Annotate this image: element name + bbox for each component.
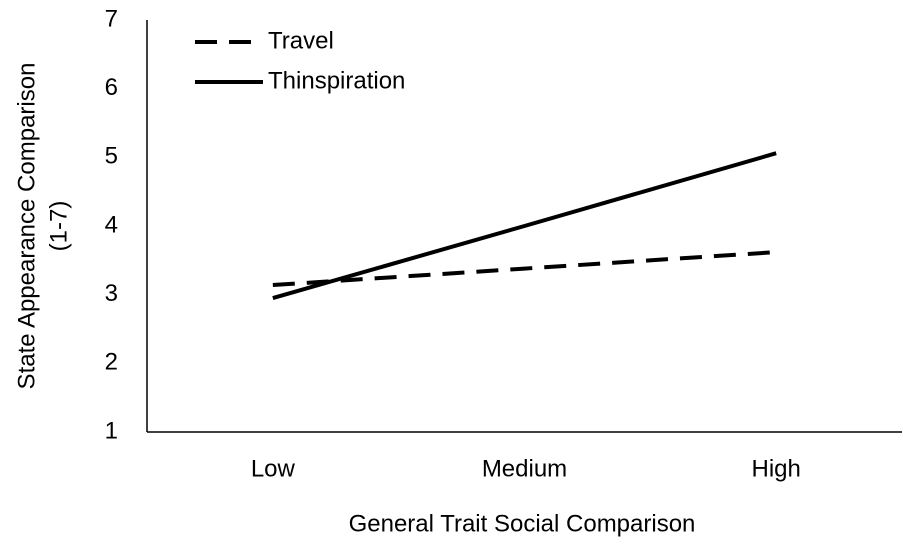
y-tick-label: 3 [105,280,118,307]
y-axis-label: State Appearance Comparison [13,63,40,390]
y-tick-label: 1 [105,417,118,444]
x-tick-label: Medium [482,455,567,482]
y-tick-label: 5 [105,143,118,170]
x-tick-label: High [751,455,800,482]
line-series [272,250,777,288]
x-axis-label: General Trait Social Comparison [349,510,696,537]
legend-label: Travel [268,27,334,54]
y-tick-label: 7 [105,5,118,32]
line-series [272,151,777,301]
y-axis-label: (1-7) [45,201,72,252]
y-tick-label: 4 [105,211,118,238]
legend-label: Thinspiration [268,67,405,94]
y-tick-label: 6 [105,74,118,101]
y-tick-label: 2 [105,349,118,376]
x-tick-label: Low [251,455,296,482]
